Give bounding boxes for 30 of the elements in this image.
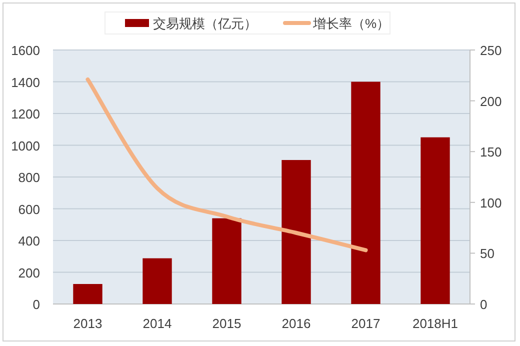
line-series bbox=[86, 77, 368, 252]
y-tick-label: 200 bbox=[18, 265, 40, 280]
y2-tick-label: 100 bbox=[480, 195, 502, 210]
bar bbox=[282, 160, 311, 304]
x-tick-label: 2013 bbox=[73, 316, 102, 331]
bar bbox=[73, 284, 102, 304]
x-tick-label: 2016 bbox=[282, 316, 311, 331]
y-tick-label: 1400 bbox=[11, 74, 40, 90]
x-tick-label: 2018H1 bbox=[412, 316, 458, 331]
x-tick-label: 2017 bbox=[351, 316, 380, 331]
x-tick-label: 2015 bbox=[212, 316, 242, 331]
y-tick-label: 800 bbox=[18, 170, 40, 185]
y-tick-label: 0 bbox=[32, 297, 40, 312]
y-tick-label: 400 bbox=[18, 234, 40, 248]
bar bbox=[420, 137, 450, 304]
y-tick-label: 1000 bbox=[11, 138, 40, 154]
x-tick-label: 2014 bbox=[142, 316, 172, 331]
y-tick-label: 600 bbox=[18, 202, 40, 217]
y2-tick-label: 200 bbox=[480, 94, 502, 109]
y2-tick-label: 50 bbox=[480, 246, 494, 262]
bar bbox=[351, 82, 380, 304]
legend-label: 交易规模（亿元） bbox=[153, 16, 257, 31]
y2-tick-label: 150 bbox=[480, 144, 502, 160]
bar bbox=[142, 258, 172, 304]
bar bbox=[212, 218, 242, 304]
y2-tick-label: 0 bbox=[480, 297, 488, 312]
y2-tick-label: 250 bbox=[480, 43, 502, 58]
legend-label: 增长率（%） bbox=[312, 16, 390, 31]
y-tick-label: 1600 bbox=[11, 43, 40, 58]
y-tick-label: 1200 bbox=[11, 106, 40, 122]
